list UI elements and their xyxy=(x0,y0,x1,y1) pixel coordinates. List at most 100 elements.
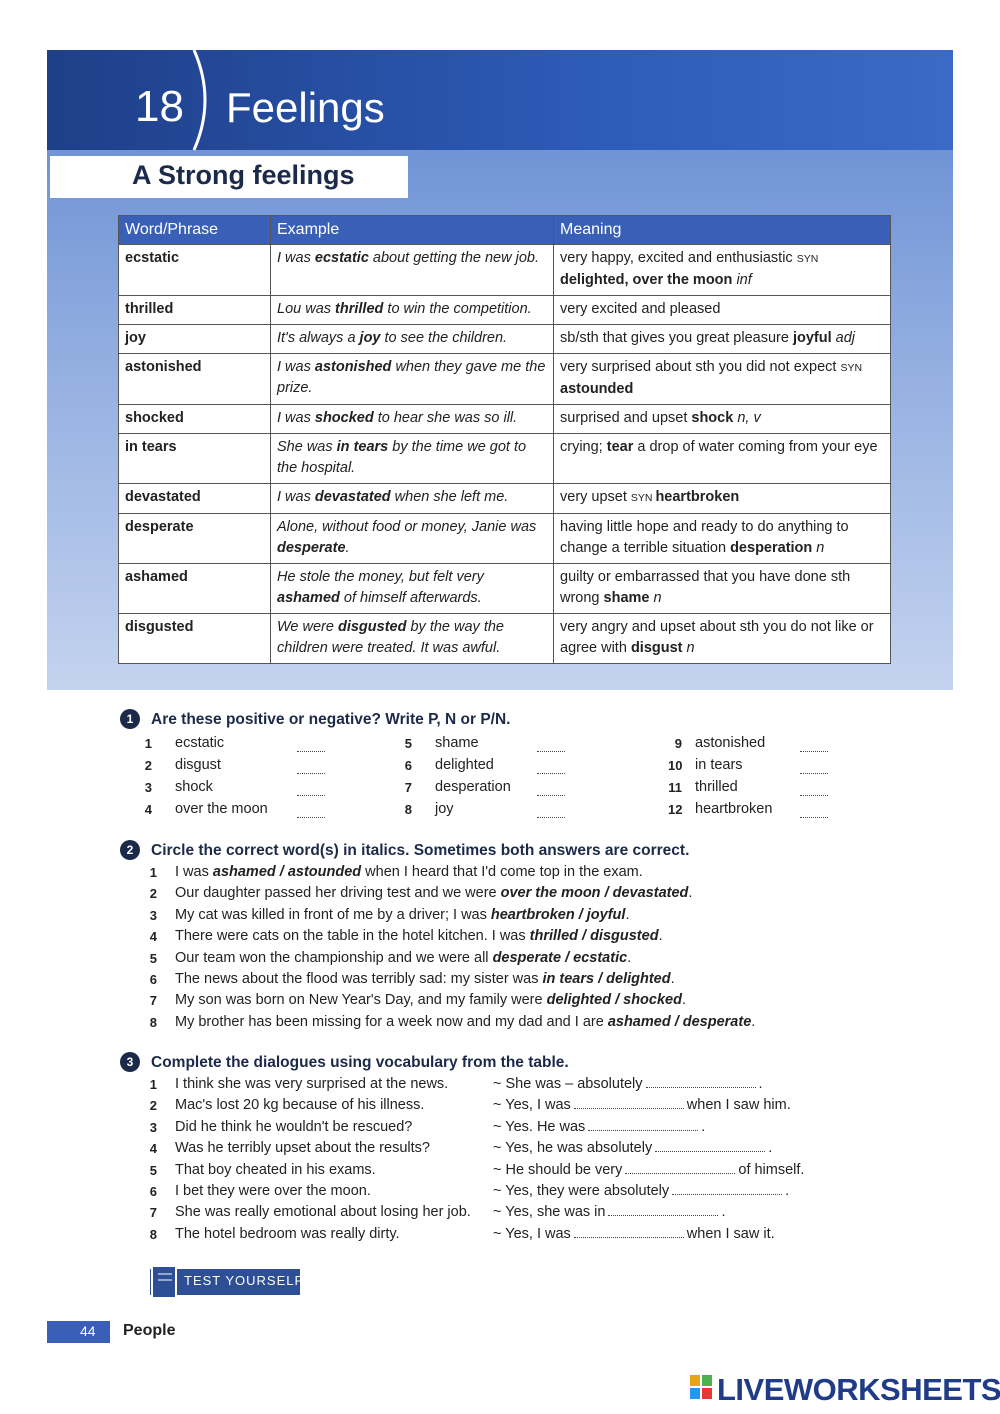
answer-blank[interactable] xyxy=(573,1236,684,1238)
text-run: SYN xyxy=(840,362,863,374)
text-run: very happy, excited and enthusiastic xyxy=(560,250,797,266)
text-run: delighted, over the moon xyxy=(560,272,737,288)
answer-blank[interactable] xyxy=(800,794,828,796)
item-number: 4 xyxy=(144,802,152,817)
table-row: in tears She was in tears by the time we … xyxy=(118,433,891,484)
text-run: over the moon / devastated xyxy=(500,885,689,902)
title-band xyxy=(47,50,953,150)
answer-blank[interactable] xyxy=(800,750,828,752)
meaning: very upset SYN heartbroken xyxy=(553,483,891,514)
response: ~ Yes, they were absolutely. xyxy=(493,1183,789,1199)
text-run: desperate / ecstatic xyxy=(492,949,628,966)
meaning: having little hope and ready to do anyth… xyxy=(553,513,891,564)
table-row: shocked I was shocked to hear she was so … xyxy=(118,404,891,434)
column-header: Example xyxy=(270,215,554,245)
column-header: Word/Phrase xyxy=(118,215,271,245)
meaning: guilty or embarrassed that you have done… xyxy=(553,563,891,614)
example: I was ecstatic about getting the new job… xyxy=(270,244,554,296)
sentence: There were cats on the table in the hote… xyxy=(175,928,663,944)
text-run: inf xyxy=(736,272,752,288)
answer-blank[interactable] xyxy=(573,1108,684,1110)
answer-blank[interactable] xyxy=(645,1087,756,1088)
text-run: shocked xyxy=(314,410,374,426)
item-number: 7 xyxy=(404,780,412,795)
item-number: 3 xyxy=(149,907,157,923)
item-number: 5 xyxy=(149,1162,157,1178)
meaning: very angry and upset about sth you do no… xyxy=(553,613,891,664)
response-start: ~ Yes. He was xyxy=(493,1118,586,1135)
response-end: . xyxy=(701,1118,706,1135)
answer-blank[interactable] xyxy=(537,750,565,752)
item-text: desperation xyxy=(435,779,511,795)
instruction: Are these positive or negative? Write P,… xyxy=(151,711,511,728)
text-run: . xyxy=(627,949,632,966)
item-text: disgust xyxy=(175,757,221,773)
answer-blank[interactable] xyxy=(297,772,325,774)
text-run: He stole the money, but felt very xyxy=(277,569,484,585)
example: I was shocked to hear she was so ill. xyxy=(270,404,554,434)
answer-blank[interactable] xyxy=(655,1151,766,1153)
item-number: 8 xyxy=(149,1226,157,1242)
answer-blank[interactable] xyxy=(537,772,565,774)
word: ecstatic xyxy=(118,244,271,296)
item-text: in tears xyxy=(695,757,743,773)
item-text: joy xyxy=(435,801,454,817)
item-number: 1 xyxy=(144,736,152,751)
answer-blank[interactable] xyxy=(297,794,325,796)
text-run: to win the competition. xyxy=(383,301,532,317)
section-box xyxy=(50,156,408,198)
meaning: sb/sth that gives you great pleasure joy… xyxy=(553,324,891,354)
answer-blank[interactable] xyxy=(537,794,565,796)
response: ~ She was – absolutely. xyxy=(493,1076,763,1092)
text-run: I was xyxy=(277,359,315,375)
response-start: ~ Yes, I was xyxy=(493,1225,571,1242)
unit-number: 18 xyxy=(135,82,184,131)
item-number: 4 xyxy=(149,1141,157,1157)
answer-blank[interactable] xyxy=(672,1194,783,1195)
text-run: astonished xyxy=(314,359,392,375)
prompt: Did he think he wouldn't be rescued? xyxy=(175,1118,413,1135)
example: She was in tears by the time we got to t… xyxy=(270,433,554,484)
sentence: The news about the flood was terribly sa… xyxy=(175,971,675,987)
meaning: very happy, excited and enthusiastic SYN… xyxy=(553,244,891,296)
item-number: 2 xyxy=(149,1098,157,1114)
answer-blank[interactable] xyxy=(297,750,325,752)
sentence: I was ashamed / astounded when I heard t… xyxy=(175,864,643,880)
response: ~ Yes. He was. xyxy=(493,1119,705,1135)
text-run: guilty or embarrassed that you have done… xyxy=(560,569,851,606)
example: It's always a joy to see the children. xyxy=(270,324,554,354)
vocab-table: Word/Phrase Example Meaning ecstatic I was e… xyxy=(118,215,891,664)
response: ~ Yes, I was when I saw it. xyxy=(493,1226,775,1242)
text-run: n xyxy=(649,590,662,606)
text-run: . xyxy=(751,1013,756,1030)
answer-blank[interactable] xyxy=(537,816,565,818)
answer-blank[interactable] xyxy=(588,1129,699,1131)
response-end: of himself. xyxy=(738,1161,805,1178)
prompt: That boy cheated in his exams. xyxy=(175,1161,376,1178)
example: We were disgusted by the way the childre… xyxy=(270,613,554,664)
header-row: Word/Phrase Example Meaning xyxy=(118,215,891,245)
response: ~ Yes, I was when I saw him. xyxy=(493,1097,791,1113)
text-run: I was xyxy=(277,410,315,426)
answer-blank[interactable] xyxy=(608,1215,719,1217)
text-run: to hear she was so ill. xyxy=(373,410,518,426)
item-number: 4 xyxy=(149,929,157,945)
text-run: disgusted xyxy=(337,619,407,635)
table-row: ashamed He stole the money, but felt very… xyxy=(118,563,891,614)
item-number: 5 xyxy=(149,950,157,966)
response: ~ Yes, he was absolutely. xyxy=(493,1140,772,1156)
item-number: 7 xyxy=(149,1205,157,1221)
answer-blank[interactable] xyxy=(800,772,828,774)
meaning: very excited and pleased xyxy=(553,295,891,325)
response-start: ~ Yes, he was absolutely xyxy=(493,1140,653,1157)
answer-blank[interactable] xyxy=(297,816,325,818)
text-run: in tears xyxy=(336,439,389,455)
answer-blank[interactable] xyxy=(625,1172,736,1174)
text-run: adj xyxy=(831,330,856,346)
text-run: having little hope and ready to do anyth… xyxy=(560,519,849,556)
answer-blank[interactable] xyxy=(800,816,828,818)
text-run: Lou was xyxy=(277,301,336,317)
word: disgusted xyxy=(118,613,271,664)
text-run: SYN xyxy=(630,492,656,504)
prompt: Mac's lost 20 kg because of his illness. xyxy=(175,1097,425,1114)
